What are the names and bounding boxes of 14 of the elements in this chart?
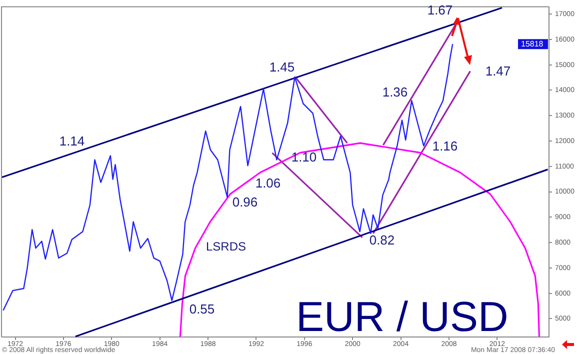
annotation: 1.10 <box>291 150 317 165</box>
annotation: 1.06 <box>255 176 281 191</box>
annotation: 15818 <box>521 39 544 48</box>
annotation: 1.16 <box>432 138 458 154</box>
annotation: 0.96 <box>232 194 258 210</box>
annotation: 1.14 <box>59 134 85 149</box>
annotation: 1.45 <box>269 60 295 75</box>
annotation: 0.55 <box>189 302 215 317</box>
annotation: 0.82 <box>369 232 395 248</box>
annotation: 1.67 <box>427 2 453 18</box>
text: EUR / USD <box>296 293 508 340</box>
annotation: 1.36 <box>382 84 408 100</box>
annotation: LSRDS <box>206 239 246 254</box>
annotation: 1.47 <box>485 64 511 79</box>
